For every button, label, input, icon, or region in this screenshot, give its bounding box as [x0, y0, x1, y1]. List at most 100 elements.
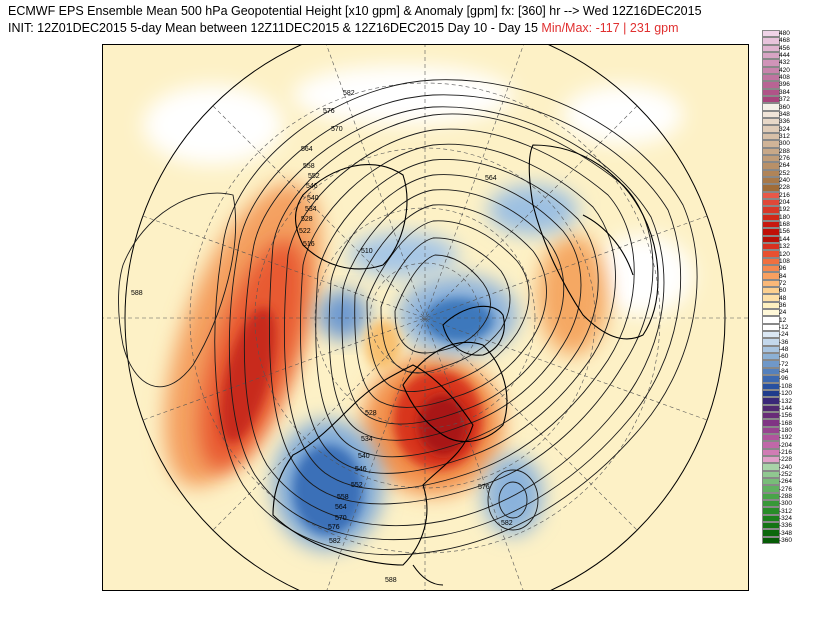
colorbar-tick-label: -120 — [779, 390, 793, 398]
colorbar-swatch — [762, 536, 780, 545]
colorbar-tick-label: 216 — [779, 191, 790, 199]
colorbar-tick-label: 144 — [779, 235, 790, 243]
colorbar-tick-label: -180 — [779, 426, 793, 434]
colorbar-swatch — [762, 514, 780, 523]
colorbar-tick-label: 180 — [779, 213, 790, 221]
colorbar-swatch — [762, 323, 780, 332]
colorbar-tick-label: 168 — [779, 221, 790, 229]
colorbar-tick-label: 156 — [779, 228, 790, 236]
colorbar-tick-label: 348 — [779, 110, 790, 118]
contour-label: 558 — [337, 494, 349, 501]
colorbar-swatch — [762, 118, 780, 126]
colorbar-tick-label: 228 — [779, 184, 790, 192]
contour-label: 510 — [361, 248, 373, 255]
lat-lon-grid — [103, 45, 748, 590]
colorbar-swatch — [762, 316, 780, 324]
colorbar-swatch — [762, 52, 780, 60]
colorbar-tick-label: 456 — [779, 44, 790, 52]
colorbar-tick-label: -312 — [779, 507, 793, 515]
colorbar-tick-label: -48 — [779, 346, 789, 354]
colorbar-tick-label: -24 — [779, 331, 789, 339]
colorbar-tick-label: 240 — [779, 177, 790, 184]
colorbar-tick-label: 108 — [779, 257, 790, 265]
colorbar-swatch — [762, 169, 780, 177]
colorbar-tick-label: 420 — [779, 66, 790, 74]
colorbar-swatch — [762, 184, 780, 192]
colorbar-tick-label: -132 — [779, 397, 793, 405]
contour-label: 552 — [308, 173, 320, 180]
colorbar-tick-label: 432 — [779, 59, 790, 67]
colorbar-swatch — [762, 433, 780, 442]
colorbar-swatch — [762, 448, 780, 456]
colorbar-swatch — [762, 110, 780, 119]
contour-label: 570 — [331, 126, 343, 133]
colorbar-swatch — [762, 272, 780, 280]
colorbar-tick-label: -72 — [779, 360, 789, 368]
colorbar-swatch — [762, 485, 780, 493]
contour-label: 528 — [301, 216, 313, 223]
contour-label: 546 — [355, 466, 367, 473]
colorbar-swatch — [762, 367, 780, 376]
contour-label: 582 — [343, 90, 355, 97]
contour-label: 534 — [305, 206, 317, 213]
contour-label: 528 — [365, 410, 377, 417]
colorbar-swatch — [762, 37, 780, 45]
colorbar-tick-label: -84 — [779, 368, 789, 376]
colorbar-tick-label: 384 — [779, 88, 790, 96]
colorbar-swatch — [762, 81, 780, 89]
colorbar-swatch — [762, 103, 780, 111]
colorbar-tick-label: 264 — [779, 162, 790, 170]
contour-label: 540 — [307, 195, 319, 202]
contour-label: 564 — [485, 175, 497, 182]
colorbar-swatch — [762, 66, 780, 75]
colorbar-swatch — [762, 463, 780, 471]
colorbar-swatch — [762, 242, 780, 251]
height-contours — [118, 79, 698, 556]
colorbar-tick-label: -360 — [779, 537, 793, 545]
contour-label: 558 — [303, 163, 315, 170]
colorbar-tick-label: -240 — [779, 463, 793, 471]
colorbar-swatch — [762, 96, 780, 104]
colorbar-swatch — [762, 492, 780, 500]
chart-title-line2: INIT: 12Z01DEC2015 5-day Mean between 12… — [8, 21, 679, 35]
colorbar-swatch — [762, 154, 780, 163]
colorbar-swatch — [762, 191, 780, 199]
colorbar-swatch — [762, 265, 780, 273]
colorbar-tick-label: 336 — [779, 118, 790, 126]
colorbar-swatch — [762, 331, 780, 339]
colorbar-swatch — [762, 507, 780, 515]
contour-label: 564 — [335, 504, 347, 511]
contour-label: 576 — [328, 524, 340, 531]
colorbar-swatch — [762, 375, 780, 383]
colorbar-swatch — [762, 455, 780, 464]
colorbar-swatch — [762, 397, 780, 405]
colorbar-swatch — [762, 206, 780, 214]
contour-label: 576 — [323, 108, 335, 115]
colorbar-tick-label: 360 — [779, 103, 790, 111]
colorbar-tick-label: 12 — [779, 316, 787, 324]
colorbar-tick-label: -348 — [779, 529, 793, 537]
colorbar-tick-label: -336 — [779, 522, 793, 530]
colorbar-tick-label: -324 — [779, 515, 793, 523]
contour-label: 540 — [358, 453, 370, 460]
colorbar-swatch — [762, 294, 780, 302]
contour-label: 570 — [335, 515, 347, 522]
colorbar-swatch — [762, 220, 780, 229]
colorbar-swatch — [762, 426, 780, 434]
colorbar-swatch — [762, 125, 780, 133]
contour-label: 534 — [361, 436, 373, 443]
colorbar-tick-label: 192 — [779, 206, 790, 214]
contour-label: 588 — [385, 577, 397, 584]
colorbar-tick-label: 444 — [779, 52, 790, 60]
colorbar-swatch — [762, 257, 780, 265]
colorbar-swatch — [762, 74, 780, 82]
anomaly-colorbar — [762, 30, 782, 545]
contour-label: 546 — [306, 183, 318, 190]
colorbar-tick-label: -156 — [779, 412, 793, 420]
colorbar-swatch — [762, 301, 780, 310]
colorbar-swatch — [762, 250, 780, 258]
colorbar-swatch — [762, 88, 780, 97]
colorbar-swatch — [762, 30, 780, 38]
colorbar-tick-label: -216 — [779, 448, 793, 456]
colorbar-tick-label: 408 — [779, 74, 790, 82]
